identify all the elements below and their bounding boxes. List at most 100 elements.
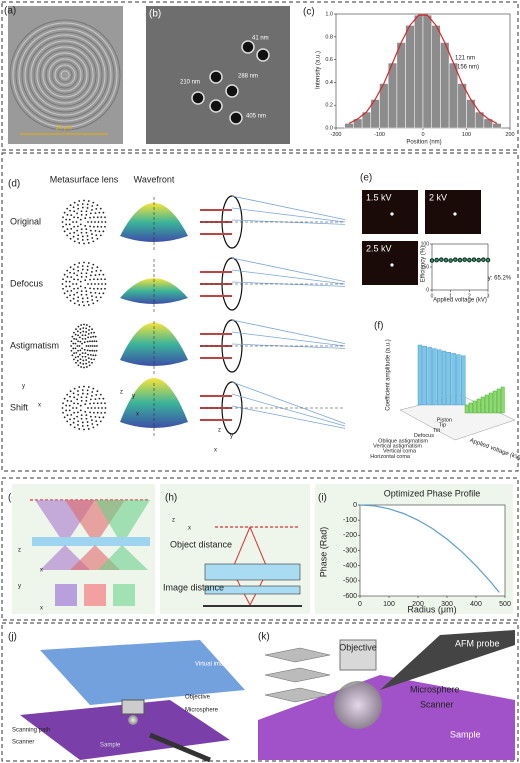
lens-dot bbox=[94, 292, 97, 294]
lens-dot bbox=[97, 283, 100, 285]
section-border bbox=[1, 1, 519, 151]
afm-probe bbox=[380, 630, 515, 690]
lens-dot bbox=[89, 212, 92, 215]
lens-dot bbox=[88, 325, 91, 328]
lens-dot bbox=[79, 280, 82, 283]
lens-dot bbox=[74, 333, 77, 336]
y-tick-label: 0.0 bbox=[325, 125, 333, 131]
lens-dot bbox=[65, 409, 68, 412]
sample bbox=[258, 675, 515, 760]
lens-dot bbox=[99, 207, 102, 210]
lens-dot bbox=[81, 265, 84, 267]
ring bbox=[21, 31, 109, 119]
lens-dot bbox=[69, 395, 71, 398]
category-label: Defocus bbox=[414, 433, 434, 439]
lens-dot bbox=[79, 331, 82, 334]
lens-dot bbox=[98, 230, 101, 233]
lens-dot bbox=[100, 278, 103, 281]
spot-tile bbox=[55, 584, 77, 606]
lens-dot bbox=[88, 361, 90, 363]
lens-dot bbox=[76, 274, 79, 277]
row-label: Astigmatism bbox=[10, 340, 59, 350]
lens-dot bbox=[76, 212, 79, 215]
lens-dot bbox=[70, 228, 73, 230]
lens-dot bbox=[80, 213, 83, 216]
point bbox=[457, 257, 463, 263]
bar bbox=[464, 404, 469, 414]
lens-dot bbox=[70, 349, 73, 352]
lens-dot bbox=[80, 366, 83, 368]
lens-dot bbox=[91, 391, 94, 393]
lens-dot bbox=[90, 331, 93, 334]
row-label: Shift bbox=[10, 402, 29, 412]
lens-dot bbox=[86, 300, 89, 303]
lens-dot bbox=[86, 297, 89, 299]
lens-dot bbox=[84, 286, 87, 289]
lens-dot bbox=[73, 426, 76, 429]
lens-dot bbox=[94, 335, 97, 338]
lens-dot bbox=[73, 210, 76, 213]
bar bbox=[441, 350, 447, 406]
lens-dot bbox=[86, 340, 89, 343]
y-tick-label: -100 bbox=[343, 517, 357, 524]
axis-letter: z bbox=[172, 518, 175, 524]
lens-dot bbox=[85, 366, 88, 368]
lens-dot bbox=[85, 213, 88, 216]
point bbox=[448, 258, 453, 263]
lens-dot bbox=[102, 211, 105, 214]
lens-dot bbox=[69, 237, 72, 240]
lens-dot bbox=[94, 283, 96, 285]
lens-dot bbox=[104, 402, 106, 405]
bar bbox=[480, 396, 485, 414]
panel-label: (e) bbox=[360, 173, 372, 184]
lens-dot bbox=[91, 394, 93, 397]
x-axis-label: Radius (μm) bbox=[407, 604, 456, 614]
lens-dot bbox=[75, 338, 78, 340]
lens-dot bbox=[73, 201, 76, 204]
ray bbox=[231, 319, 346, 344]
bar bbox=[500, 386, 505, 414]
stack bbox=[264, 647, 331, 703]
lens-dot bbox=[72, 342, 75, 345]
lens-dot bbox=[87, 262, 90, 264]
lens-dot bbox=[66, 207, 69, 210]
lens-dot bbox=[91, 270, 93, 273]
lens-dot bbox=[74, 342, 77, 345]
label: Scanner bbox=[12, 740, 34, 746]
lens-dot bbox=[69, 418, 71, 421]
ring bbox=[48, 58, 82, 92]
bar bbox=[405, 25, 415, 129]
lens-dot bbox=[78, 304, 81, 306]
lens-dot bbox=[80, 414, 83, 417]
spot-image bbox=[425, 190, 481, 234]
lens-dot bbox=[91, 205, 94, 207]
lens-dot bbox=[73, 387, 76, 390]
lens-dot bbox=[89, 216, 91, 219]
lens-dot bbox=[83, 341, 86, 344]
ray bbox=[231, 381, 346, 424]
lens-dot bbox=[80, 417, 83, 420]
lens-dot bbox=[93, 216, 95, 219]
y-tick-label: 0.4 bbox=[325, 80, 333, 86]
panel-label: (k) bbox=[258, 632, 270, 643]
label: Microsphere bbox=[185, 708, 219, 714]
lens-dot bbox=[94, 354, 97, 357]
ring bbox=[54, 64, 76, 86]
y-tick-label: -300 bbox=[343, 547, 357, 554]
lens-dot bbox=[92, 426, 95, 429]
lens-dot bbox=[80, 275, 83, 278]
lens-dot bbox=[83, 428, 85, 431]
lens-dot bbox=[89, 291, 92, 294]
lens-dot bbox=[78, 200, 81, 202]
lens-dot bbox=[99, 269, 102, 272]
lens-dot bbox=[83, 323, 85, 326]
lens-dot bbox=[91, 295, 93, 298]
lens-dot bbox=[68, 404, 71, 407]
lens-dot bbox=[90, 407, 93, 409]
lens-dot bbox=[85, 324, 88, 326]
lens-dot bbox=[81, 235, 84, 238]
bar bbox=[431, 25, 441, 129]
cone bbox=[98, 545, 148, 570]
lens-dot bbox=[63, 292, 66, 295]
point bbox=[485, 257, 491, 263]
